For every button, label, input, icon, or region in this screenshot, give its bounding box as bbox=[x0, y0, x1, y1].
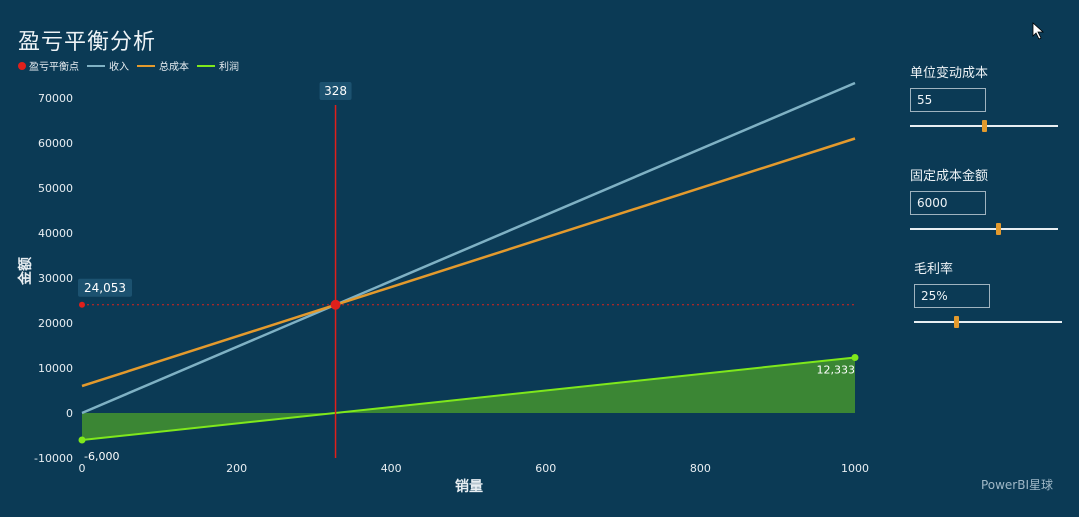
fixed-cost-slider-track bbox=[910, 228, 1058, 230]
param-margin-rate: 毛利率 25% bbox=[914, 258, 1062, 328]
breakeven-point bbox=[330, 299, 341, 310]
variable-cost-slider[interactable] bbox=[910, 120, 1058, 132]
legend-swatch-profit bbox=[197, 64, 215, 67]
legend-item-breakeven[interactable]: 盈亏平衡点 bbox=[18, 58, 79, 73]
margin-rate-slider-thumb[interactable] bbox=[954, 316, 960, 328]
chart-legend: 盈亏平衡点 收入 总成本 利润 bbox=[18, 58, 247, 73]
y-tick-label: 0 bbox=[66, 407, 73, 420]
fixed-cost-slider[interactable] bbox=[910, 223, 1058, 235]
y-tick-label: 40000 bbox=[38, 227, 73, 240]
param-label-fixed-cost: 固定成本金额 bbox=[910, 169, 989, 184]
legend-label-breakeven: 盈亏平衡点 bbox=[29, 62, 79, 73]
param-fixed-cost: 固定成本金额 6000 bbox=[910, 165, 1058, 235]
breakeven-x-badge bbox=[319, 82, 352, 100]
legend-item-cost[interactable]: 总成本 bbox=[137, 58, 189, 73]
total-cost-line bbox=[81, 137, 856, 388]
variable-cost-slider-thumb[interactable] bbox=[981, 120, 987, 132]
x-tick-label: 400 bbox=[381, 462, 402, 475]
revenue-line bbox=[81, 81, 856, 415]
variable-cost-input[interactable]: 55 bbox=[910, 88, 986, 112]
x-axis-title: 销量 bbox=[455, 478, 483, 495]
legend-swatch-breakeven bbox=[18, 61, 26, 70]
margin-rate-slider[interactable] bbox=[914, 316, 1062, 328]
fixed-cost-slider-thumb[interactable] bbox=[995, 223, 1001, 235]
breakeven-axis-marker bbox=[79, 301, 85, 308]
breakeven-y-badge bbox=[78, 278, 132, 297]
x-tick-label: 0 bbox=[79, 462, 86, 475]
legend-label-profit: 利润 bbox=[219, 62, 239, 73]
y-tick-label: 20000 bbox=[38, 317, 73, 330]
legend-label-cost: 总成本 bbox=[159, 62, 189, 73]
breakeven-x-label: 328 bbox=[324, 84, 347, 98]
margin-rate-input[interactable]: 25% bbox=[914, 284, 990, 308]
profit-data-label: 12,333 bbox=[817, 364, 856, 377]
y-tick-label: 10000 bbox=[38, 362, 73, 375]
breakeven-y-label: 24,053 bbox=[84, 281, 126, 295]
x-tick-label: 1000 bbox=[841, 462, 869, 475]
margin-rate-slider-track bbox=[914, 321, 1062, 323]
fixed-cost-input[interactable]: 6000 bbox=[910, 191, 986, 215]
y-tick-label: 30000 bbox=[38, 272, 73, 285]
x-tick-label: 800 bbox=[690, 462, 711, 475]
footer-brand: PowerBI星球 bbox=[980, 478, 1053, 492]
profit-data-label: -6,000 bbox=[84, 450, 119, 463]
chart-title: 盈亏平衡分析 bbox=[18, 30, 157, 55]
param-label-margin-rate: 毛利率 bbox=[914, 262, 954, 277]
param-label-variable-cost: 单位变动成本 bbox=[910, 66, 989, 81]
y-tick-label: -10000 bbox=[34, 452, 73, 465]
profit-point bbox=[78, 436, 86, 444]
y-axis-title: 金额 bbox=[17, 257, 34, 286]
param-variable-cost: 单位变动成本 55 bbox=[910, 62, 1058, 132]
legend-item-profit[interactable]: 利润 bbox=[197, 58, 239, 73]
x-tick-label: 200 bbox=[226, 462, 247, 475]
legend-item-revenue[interactable]: 收入 bbox=[87, 58, 129, 73]
x-tick-label: 600 bbox=[535, 462, 556, 475]
legend-swatch-cost bbox=[137, 64, 155, 67]
mouse-cursor-icon bbox=[1032, 22, 1044, 40]
y-tick-label: 50000 bbox=[38, 182, 73, 195]
y-tick-label: 60000 bbox=[38, 137, 73, 150]
y-tick-label: 70000 bbox=[38, 92, 73, 105]
legend-label-revenue: 收入 bbox=[109, 62, 129, 73]
profit-line bbox=[81, 356, 856, 441]
legend-swatch-revenue bbox=[87, 64, 105, 67]
profit-point bbox=[851, 354, 859, 362]
